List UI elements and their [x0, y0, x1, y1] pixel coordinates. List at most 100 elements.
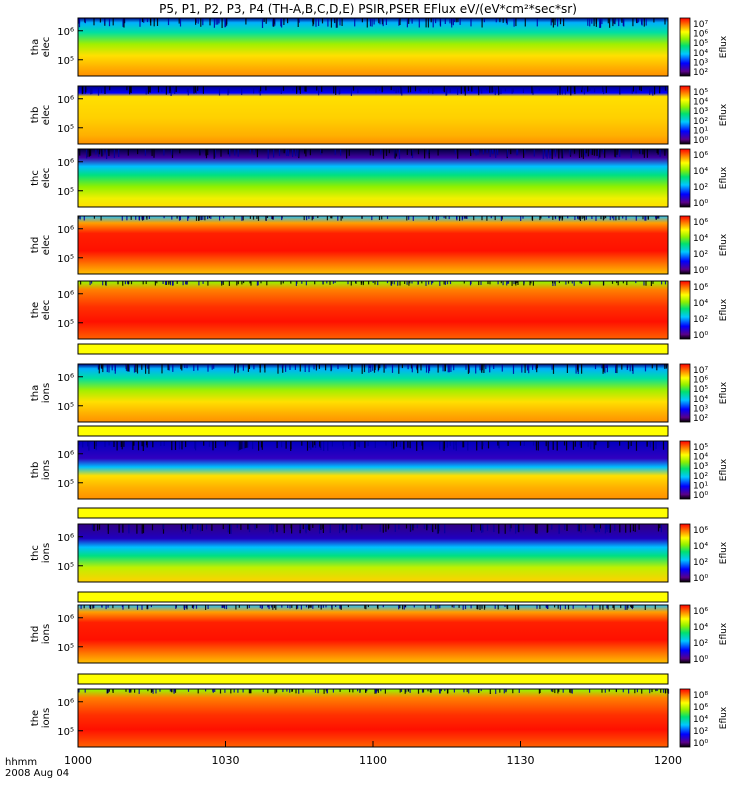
- noise-stripe: [551, 18, 553, 23]
- noise-stripe: [218, 86, 221, 96]
- noise-stripe: [621, 364, 623, 370]
- noise-stripe: [619, 86, 621, 95]
- noise-stripe: [599, 524, 601, 529]
- noise-stripe: [108, 149, 110, 156]
- noise-stripe: [478, 689, 480, 693]
- colorbar-label: Eflux: [719, 166, 729, 189]
- noise-stripe: [448, 364, 450, 373]
- noise-stripe: [593, 18, 595, 27]
- noise-stripe: [655, 216, 657, 219]
- noise-stripe: [660, 689, 662, 693]
- noise-stripe: [656, 149, 658, 154]
- noise-stripe: [266, 216, 269, 218]
- noise-stripe: [91, 86, 93, 94]
- noise-stripe: [515, 524, 517, 534]
- noise-stripe: [559, 216, 561, 219]
- noise-stripe: [602, 364, 604, 374]
- noise-stripe: [130, 281, 133, 285]
- noise-stripe: [304, 149, 306, 154]
- noise-stripe: [387, 524, 389, 530]
- noise-stripe: [413, 605, 415, 608]
- noise-stripe: [559, 605, 561, 610]
- noise-stripe: [411, 149, 413, 156]
- noise-stripe: [654, 605, 656, 610]
- noise-stripe: [180, 364, 182, 370]
- noise-stripe: [86, 149, 88, 159]
- noise-stripe: [348, 149, 350, 156]
- y-label-probe: thb: [30, 107, 41, 124]
- noise-stripe: [248, 364, 250, 369]
- noise-stripe: [267, 605, 269, 608]
- noise-stripe: [581, 364, 583, 374]
- noise-stripe: [337, 216, 339, 221]
- noise-stripe: [629, 364, 631, 372]
- noise-stripe: [507, 281, 510, 284]
- noise-stripe: [456, 216, 458, 221]
- noise-stripe: [399, 689, 401, 693]
- noise-stripe: [249, 216, 251, 219]
- noise-stripe: [240, 441, 242, 450]
- noise-stripe: [240, 524, 242, 530]
- noise-stripe: [468, 364, 470, 373]
- noise-stripe: [357, 441, 359, 447]
- noise-stripe: [287, 18, 289, 24]
- noise-stripe: [319, 441, 321, 447]
- noise-stripe: [227, 524, 229, 533]
- colorbar-tick-label: 10⁴: [693, 49, 708, 59]
- noise-stripe: [574, 441, 576, 447]
- time-axis-label: hhmm: [5, 757, 37, 768]
- noise-stripe: [635, 86, 637, 94]
- colorbar-tick-label: 10²: [693, 472, 708, 482]
- heatmap-field: [78, 605, 668, 663]
- noise-stripe: [322, 605, 324, 608]
- noise-stripe: [552, 216, 554, 220]
- noise-stripe: [184, 524, 186, 532]
- noise-stripe: [591, 216, 593, 219]
- noise-stripe: [183, 605, 186, 610]
- noise-stripe: [185, 441, 187, 448]
- noise-stripe: [281, 216, 283, 221]
- noise-stripe: [388, 149, 390, 154]
- noise-stripe: [260, 281, 262, 284]
- noise-stripe: [298, 149, 300, 159]
- noise-stripe: [609, 524, 611, 533]
- noise-stripe: [484, 605, 486, 609]
- noise-stripe: [398, 605, 400, 610]
- noise-stripe: [497, 281, 499, 285]
- heatmap-field: [78, 216, 668, 274]
- noise-stripe: [93, 18, 95, 26]
- noise-stripe: [596, 524, 598, 533]
- noise-stripe: [464, 216, 466, 219]
- colorbar-tick-label: 10⁵: [693, 39, 708, 49]
- noise-stripe: [421, 281, 423, 284]
- noise-stripe: [601, 18, 603, 25]
- noise-stripe: [512, 86, 514, 93]
- noise-stripe: [608, 441, 610, 447]
- noise-stripe: [195, 605, 198, 609]
- y-label-species: elec: [41, 37, 52, 58]
- colorbar-tick-label: 10²: [693, 250, 708, 260]
- noise-stripe: [470, 18, 472, 27]
- noise-stripe: [565, 281, 567, 285]
- noise-stripe: [664, 18, 666, 25]
- noise-stripe: [80, 281, 82, 285]
- noise-stripe: [608, 689, 610, 692]
- noise-stripe: [655, 689, 657, 692]
- noise-stripe: [642, 149, 644, 155]
- noise-stripe: [295, 689, 297, 694]
- noise-stripe: [636, 18, 639, 24]
- noise-stripe: [257, 281, 259, 286]
- time-axis: 1000 1030 1100 1130 1200: [64, 741, 682, 767]
- noise-stripe: [435, 524, 437, 530]
- noise-stripe: [499, 18, 501, 23]
- noise-stripe: [449, 281, 452, 285]
- noise-stripe: [306, 524, 309, 530]
- noise-stripe: [122, 605, 124, 610]
- noise-stripe: [631, 605, 633, 608]
- noise-stripe: [230, 689, 232, 694]
- noise-stripe: [129, 86, 131, 95]
- noise-stripe: [274, 689, 276, 694]
- noise-stripe: [371, 18, 373, 27]
- colorbar-tick-label: 10⁰: [693, 331, 708, 341]
